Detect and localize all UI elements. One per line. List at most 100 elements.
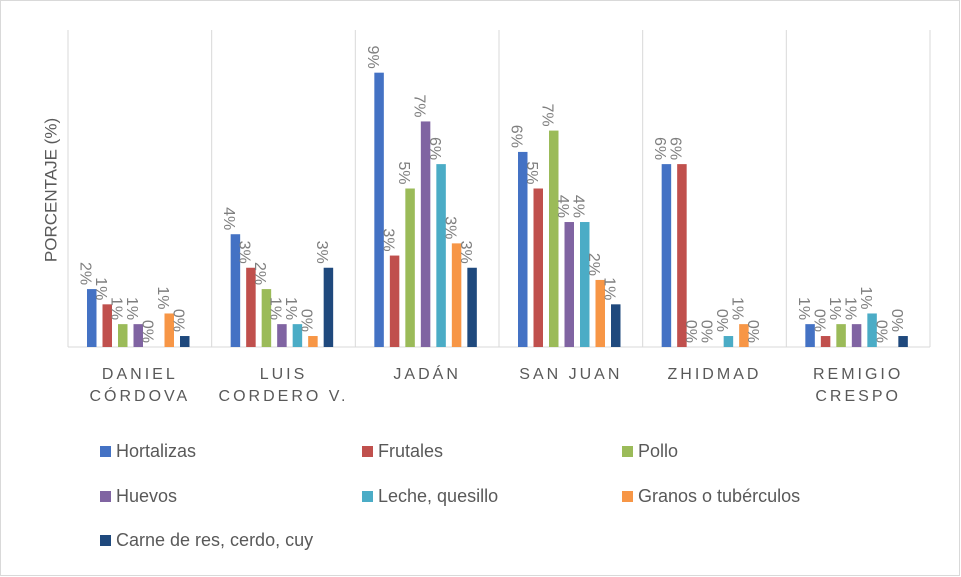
data-label: 6% bbox=[426, 137, 443, 160]
bar bbox=[230, 234, 241, 347]
legend-label: Carne de res, cerdo, cuy bbox=[116, 530, 314, 550]
data-label: 0% bbox=[139, 320, 156, 343]
bar bbox=[292, 324, 303, 347]
legend-label: Hortalizas bbox=[116, 441, 197, 461]
data-label: 6% bbox=[651, 137, 668, 160]
data-label: 0% bbox=[744, 320, 761, 343]
data-label: 6% bbox=[508, 125, 525, 148]
legend-item: Hortalizas bbox=[100, 441, 196, 462]
data-label: 9% bbox=[364, 46, 381, 69]
bar bbox=[661, 164, 672, 347]
x-tick-label: SAN JUAN bbox=[519, 366, 623, 383]
legend-item: Huevos bbox=[100, 486, 177, 507]
y-axis-title: PORCENTAJE (%) bbox=[41, 118, 60, 262]
bar bbox=[133, 324, 143, 347]
data-label: 1% bbox=[729, 297, 746, 320]
bar bbox=[549, 130, 559, 347]
bar bbox=[87, 289, 97, 347]
bar bbox=[420, 121, 431, 347]
bar bbox=[611, 304, 621, 347]
bar bbox=[595, 279, 605, 347]
data-label: 3% bbox=[313, 241, 330, 264]
data-label: 0% bbox=[888, 309, 905, 332]
legend-item: Pollo bbox=[622, 441, 678, 462]
x-tick-label: LUIS CORDERO V. bbox=[218, 366, 349, 405]
bar bbox=[739, 324, 749, 347]
data-label: 1% bbox=[154, 286, 171, 309]
legend-item: Granos o tubérculos bbox=[622, 486, 800, 507]
bar bbox=[580, 222, 590, 347]
bar bbox=[405, 188, 415, 347]
x-tick-label: REMIGIO CRESPO bbox=[812, 366, 904, 405]
bar bbox=[677, 164, 687, 347]
legend-swatch bbox=[100, 491, 111, 502]
legend-label: Huevos bbox=[116, 486, 178, 506]
data-label: 2% bbox=[251, 262, 268, 285]
legend-swatch bbox=[362, 446, 373, 457]
data-label: 0% bbox=[810, 309, 827, 332]
bar bbox=[164, 313, 174, 347]
data-label: 1% bbox=[826, 297, 843, 320]
x-tick-label: ZHIDMAD bbox=[667, 366, 762, 383]
legend-swatch bbox=[362, 491, 373, 502]
bar bbox=[564, 222, 574, 347]
legend-swatch bbox=[100, 535, 111, 546]
legend-swatch bbox=[622, 446, 633, 457]
x-tick-label: DANIEL CÓRDOVA bbox=[89, 366, 191, 405]
bar bbox=[723, 336, 734, 347]
bar bbox=[374, 72, 384, 347]
data-label: 4% bbox=[220, 207, 237, 230]
bar bbox=[518, 151, 528, 347]
data-label: 4% bbox=[554, 195, 571, 218]
legend-swatch bbox=[622, 491, 633, 502]
data-label: 1% bbox=[108, 297, 125, 320]
bar bbox=[851, 324, 862, 347]
legend-label: Pollo bbox=[638, 441, 679, 461]
data-label: 0% bbox=[682, 320, 699, 343]
legend-item: Carne de res, cerdo, cuy bbox=[100, 530, 313, 551]
data-label: 1% bbox=[841, 297, 858, 320]
bar bbox=[246, 267, 256, 347]
data-label: 0% bbox=[170, 309, 187, 332]
x-tick-label: JADÁN bbox=[393, 366, 461, 383]
legend-swatch bbox=[100, 446, 111, 457]
bar bbox=[533, 188, 543, 347]
bar bbox=[389, 255, 400, 347]
data-label: 1% bbox=[123, 297, 140, 320]
bar bbox=[820, 336, 831, 347]
data-label: 3% bbox=[441, 216, 458, 239]
data-label: 0% bbox=[713, 309, 730, 332]
bar bbox=[277, 324, 287, 347]
data-label: 0% bbox=[298, 309, 315, 332]
data-label: 1% bbox=[282, 297, 299, 320]
legend-label: Leche, quesillo bbox=[378, 486, 499, 506]
bar bbox=[836, 324, 846, 347]
data-label: 1% bbox=[795, 297, 812, 320]
data-label: 2% bbox=[585, 253, 602, 276]
bar bbox=[898, 336, 908, 347]
data-label: 7% bbox=[410, 94, 427, 117]
data-label: 0% bbox=[698, 320, 715, 343]
legend-label: Frutales bbox=[378, 441, 444, 461]
bar bbox=[180, 336, 190, 347]
legend-item: Leche, quesillo bbox=[362, 486, 498, 507]
bar bbox=[436, 164, 446, 347]
data-label: 6% bbox=[667, 137, 684, 160]
data-label: 7% bbox=[539, 103, 556, 126]
bar bbox=[467, 267, 477, 347]
data-label: 5% bbox=[523, 161, 540, 184]
bar bbox=[323, 267, 334, 347]
data-label: 3% bbox=[457, 241, 474, 264]
legend-item: Frutales bbox=[362, 441, 443, 462]
bar bbox=[308, 336, 318, 347]
data-label: 0% bbox=[872, 320, 889, 343]
data-label: 3% bbox=[379, 228, 396, 251]
data-label: 1% bbox=[267, 297, 284, 320]
bar bbox=[805, 324, 815, 347]
bar bbox=[451, 243, 462, 347]
data-label: 4% bbox=[570, 195, 587, 218]
data-label: 5% bbox=[395, 161, 412, 184]
